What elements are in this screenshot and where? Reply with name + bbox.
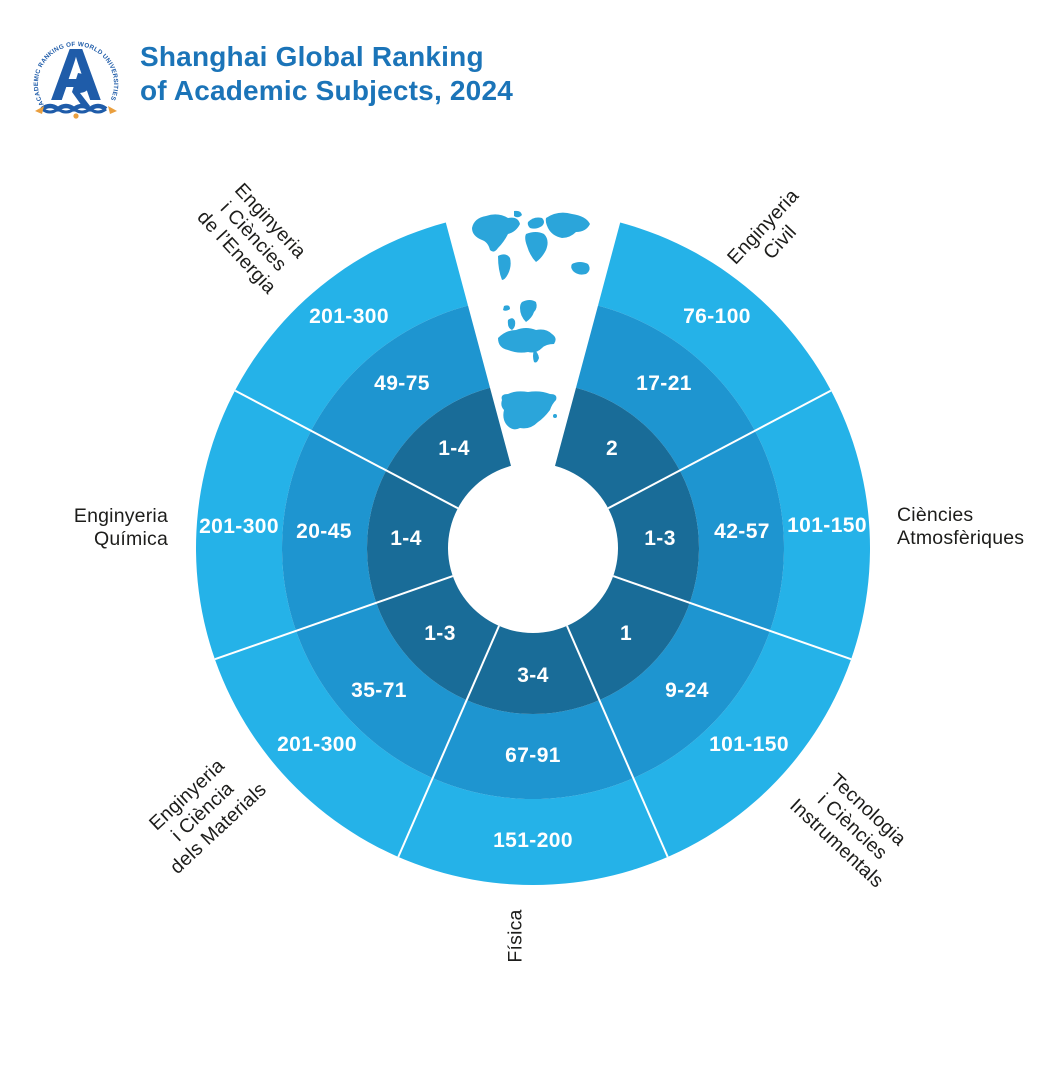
rank-value-europe: 49-75	[374, 372, 430, 395]
rank-value-spain: 1-4	[438, 437, 470, 460]
rank-value-world: 101-150	[709, 733, 789, 756]
subject-label-fisica: Física	[505, 909, 528, 962]
logo-braid-bottom	[41, 107, 107, 114]
ring-spain	[366, 387, 699, 715]
page-title-line2: of Academic Subjects, 2024	[140, 75, 513, 106]
segment-dividers	[214, 389, 852, 858]
subject-label-ciencies-atmosferiques: Ciències Atmosfèriques	[897, 504, 1024, 550]
europe-map-icon	[498, 300, 556, 363]
rank-value-spain: 1-3	[644, 527, 676, 550]
legend-maps	[472, 210, 590, 430]
ring-europe	[282, 305, 784, 800]
arwu-logo: ACADEMIC RANKING OF WORLD UNIVERSITIES A	[28, 20, 124, 120]
rank-value-spain: 1	[619, 622, 633, 645]
rank-value-spain: 3-4	[517, 664, 549, 687]
logo-r-hook	[72, 73, 91, 106]
rank-value-europe: 42-57	[714, 520, 770, 543]
rank-value-europe: 17-21	[636, 372, 692, 395]
rank-value-world: 76-100	[683, 305, 751, 328]
subject-label-line: Atmosfèriques	[897, 527, 1025, 549]
rank-value-europe: 9-24	[665, 679, 709, 702]
spain-map-icon	[501, 391, 557, 430]
rank-value-world: 201-300	[199, 515, 279, 538]
subject-label-line: Física	[504, 909, 527, 963]
subject-label-line: Química	[93, 528, 168, 550]
arwu-logo-svg: ACADEMIC RANKING OF WORLD UNIVERSITIES A	[33, 33, 119, 119]
rank-value-spain: 2	[605, 437, 619, 460]
logo-orange-dot	[73, 113, 79, 119]
logo-wing-right	[108, 106, 117, 114]
world-map-icon	[472, 210, 590, 280]
rank-value-world: 101-150	[787, 514, 867, 537]
logo-wing-left	[35, 106, 44, 114]
logo-letter: A	[49, 33, 102, 116]
rank-value-europe: 35-71	[351, 679, 407, 702]
rank-value-world: 151-200	[493, 829, 573, 852]
rank-value-spain: 1-4	[390, 527, 422, 550]
subject-label-line: Enginyeria	[73, 505, 168, 527]
rank-value-europe: 20-45	[296, 520, 352, 543]
subject-label-enginyeria-quimica: Enginyeria Química	[74, 505, 168, 551]
rank-value-spain: 1-3	[424, 622, 456, 645]
rank-value-world: 201-300	[309, 305, 389, 328]
page-title: Shanghai Global Ranking of Academic Subj…	[140, 40, 513, 108]
page-title-line1: Shanghai Global Ranking	[140, 41, 484, 72]
rank-value-world: 201-300	[277, 733, 357, 756]
rank-value-europe: 67-91	[505, 744, 561, 767]
subject-label-line: Ciències	[897, 504, 974, 526]
